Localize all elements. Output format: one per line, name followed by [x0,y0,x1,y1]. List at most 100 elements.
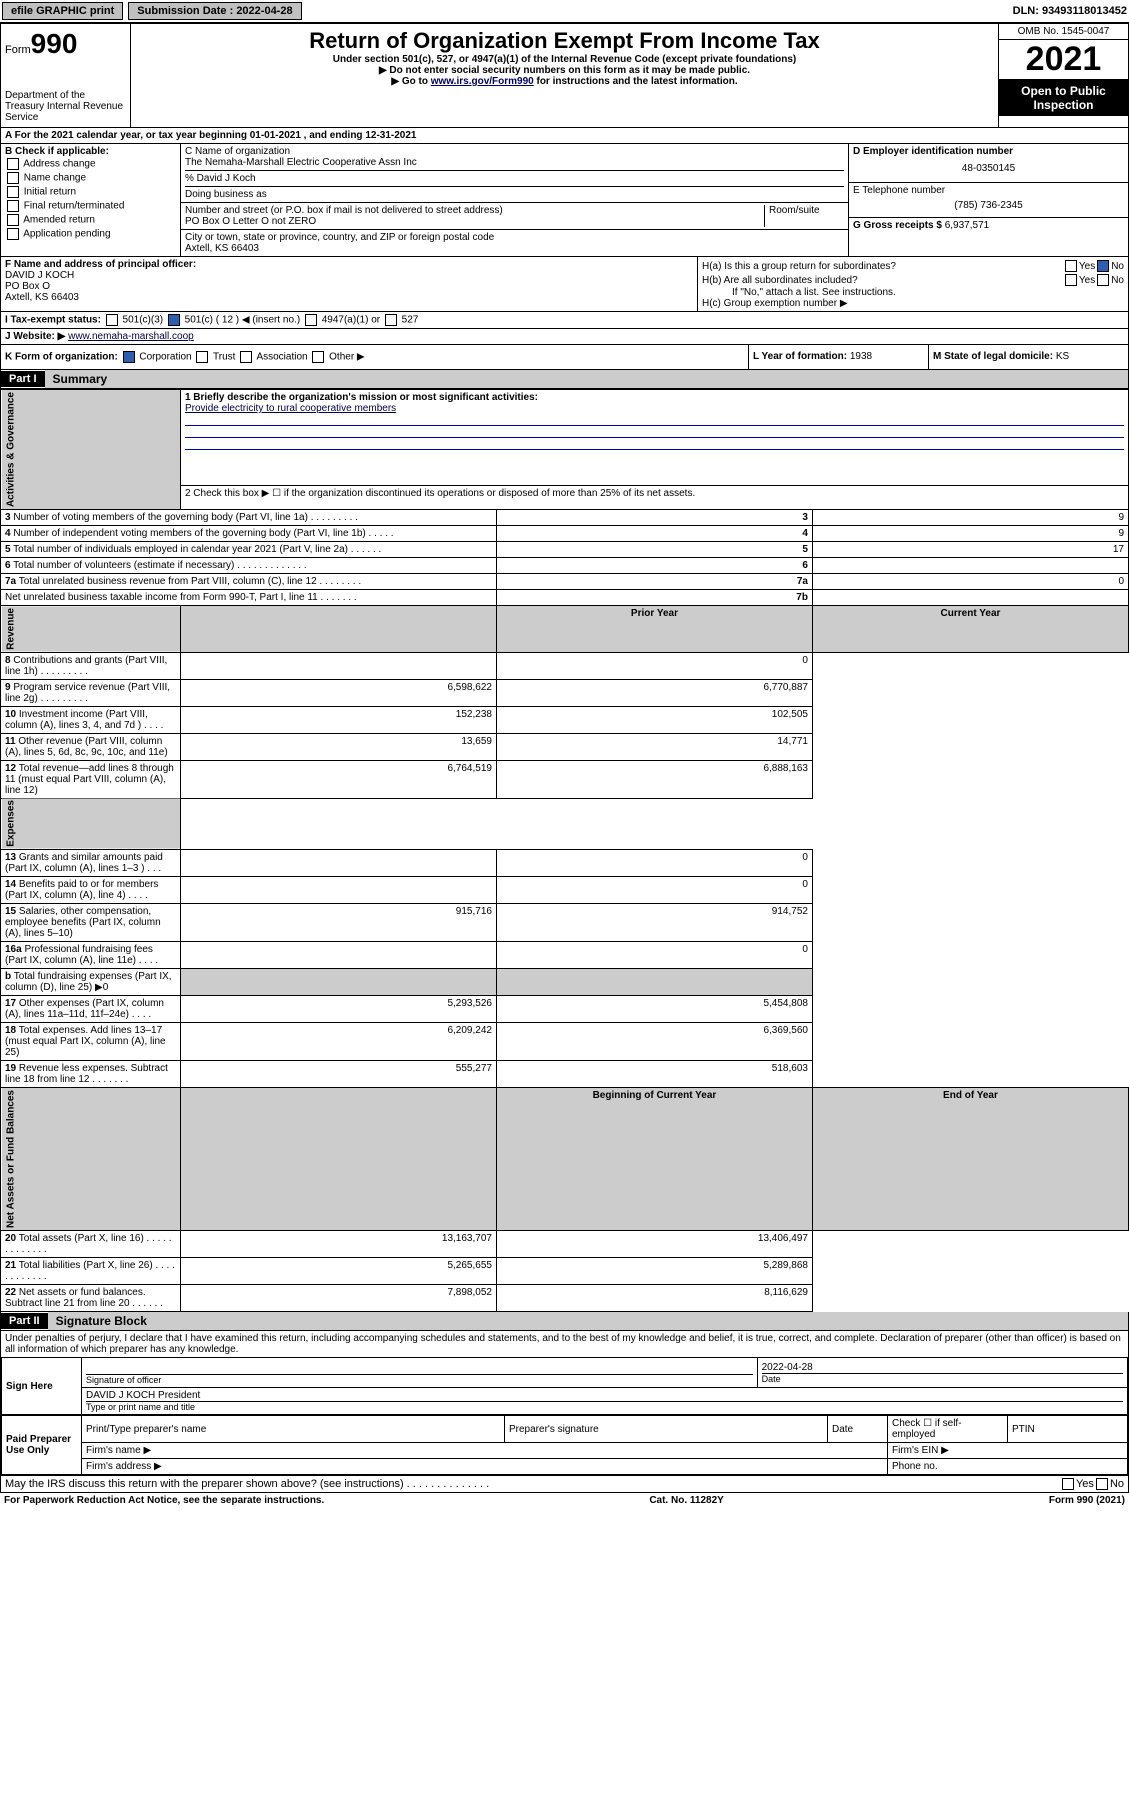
cb-4947[interactable] [305,314,317,326]
cb-application-pending[interactable]: Application pending [5,227,176,241]
form-label: Form [5,44,31,56]
irs-yes-label: Yes [1076,1478,1094,1490]
table-row: 7a Total unrelated business revenue from… [1,574,1129,590]
form-title: Return of Organization Exempt From Incom… [135,28,994,54]
opt-527: 527 [402,315,419,326]
ptin-label: PTIN [1008,1416,1128,1443]
column-h-group: H(a) Is this a group return for subordin… [698,257,1128,311]
table-row: Net unrelated business taxable income fr… [1,590,1129,606]
ha-no-checkbox[interactable] [1097,260,1109,272]
hb-label: H(b) Are all subordinates included? [702,275,1063,286]
cb-association[interactable] [240,351,252,363]
ha-no-label: No [1111,261,1124,272]
cb-name-change[interactable]: Name change [5,171,176,185]
footer-cat-no: Cat. No. 11282Y [324,1495,1049,1506]
firm-phone-label: Phone no. [888,1459,1128,1475]
header-right: OMB No. 1545-0047 2021 Open to Public In… [998,24,1128,127]
mission-text[interactable]: Provide electricity to rural cooperative… [185,403,396,414]
sig-date-value: 2022-04-28 [762,1362,1123,1373]
table-row: 12 Total revenue—add lines 8 through 11 … [1,760,1129,798]
org-name: The Nemaha-Marshall Electric Cooperative… [185,157,844,168]
type-print-label: Type or print name and title [86,1401,1123,1412]
opt-4947: 4947(a)(1) or [322,315,380,326]
irs-yes-checkbox[interactable] [1062,1478,1074,1490]
omb-number: OMB No. 1545-0047 [999,24,1128,40]
begin-year-header: Beginning of Current Year [496,1088,812,1231]
cb-final-return[interactable]: Final return/terminated [5,199,176,213]
column-b-checkboxes: B Check if applicable: Address change Na… [1,144,181,256]
cb-501c[interactable] [168,314,180,326]
part1-header-row: Part I Summary [0,370,1129,389]
cb-501c3[interactable] [106,314,118,326]
hb-yes-label: Yes [1079,275,1095,286]
form-subtitle: Under section 501(c), 527, or 4947(a)(1)… [135,54,994,65]
vtab-governance: Activities & Governance [1,390,181,510]
irs-no-label: No [1110,1478,1124,1490]
part2-badge: Part II [1,1313,48,1329]
firm-name-label: Firm's name ▶ [82,1443,888,1459]
irs-link[interactable]: www.irs.gov/Form990 [431,76,534,87]
city-label: City or town, state or province, country… [185,232,844,243]
cb-amended-return[interactable]: Amended return [5,213,176,227]
summary-table: Activities & Governance 1 Briefly descri… [0,389,1129,1312]
opt-trust: Trust [213,352,235,363]
table-row: 21 Total liabilities (Part X, line 26) .… [1,1258,1129,1285]
phone-label: E Telephone number [853,185,1124,196]
instruction-1: ▶ Do not enter social security numbers o… [135,65,994,76]
part1-badge: Part I [1,371,45,387]
signature-block: Under penalties of perjury, I declare th… [0,1331,1129,1493]
table-row: 22 Net assets or fund balances. Subtract… [1,1285,1129,1312]
org-name-label: C Name of organization [185,146,844,157]
column-f-officer: F Name and address of principal officer:… [1,257,698,311]
sig-date-label: Date [762,1373,1123,1384]
table-row: 15 Salaries, other compensation, employe… [1,904,1129,942]
vtab-netassets: Net Assets or Fund Balances [1,1088,181,1231]
q1-label: 1 Briefly describe the organization's mi… [185,392,538,403]
officer-addr: PO Box O [5,281,693,292]
table-row: 6 Total number of volunteers (estimate i… [1,558,1129,574]
state-domicile-label: M State of legal domicile: [933,351,1053,362]
prior-year-header: Prior Year [496,606,812,653]
irs-no-checkbox[interactable] [1096,1478,1108,1490]
cb-other[interactable] [312,351,324,363]
check-self-employed[interactable]: Check ☐ if self-employed [888,1416,1008,1443]
cb-trust[interactable] [196,351,208,363]
room-suite-label: Room/suite [764,205,844,227]
care-of: % David J Koch [185,170,844,184]
phone-value: (785) 736-2345 [853,196,1124,215]
cb-address-change[interactable]: Address change [5,157,176,171]
table-row: 17 Other expenses (Part IX, column (A), … [1,996,1129,1023]
officer-name: DAVID J KOCH [5,270,693,281]
q2-text: 2 Check this box ▶ ☐ if the organization… [180,485,1128,509]
officer-printed-name: DAVID J KOCH President [86,1390,1123,1401]
hb-no-checkbox[interactable] [1097,274,1109,286]
inst2-post: for instructions and the latest informat… [534,76,738,87]
website-link[interactable]: www.nemaha-marshall.coop [68,331,194,342]
prep-date-label: Date [828,1416,888,1443]
cb-initial-return[interactable]: Initial return [5,185,176,199]
hb-yes-checkbox[interactable] [1065,274,1077,286]
efile-print-button[interactable]: efile GRAPHIC print [2,2,123,20]
end-year-header: End of Year [812,1088,1128,1231]
cb-corporation[interactable] [123,351,135,363]
table-row: 20 Total assets (Part X, line 16) . . . … [1,1231,1129,1258]
opt-501c: 501(c) ( 12 ) ◀ (insert no.) [185,315,301,326]
sign-here-label: Sign Here [2,1358,82,1415]
ein-value: 48-0350145 [853,157,1124,180]
footer-left: For Paperwork Reduction Act Notice, see … [4,1495,324,1506]
submission-date-button[interactable]: Submission Date : 2022-04-28 [128,2,301,20]
ha-label: H(a) Is this a group return for subordin… [702,261,1063,272]
paid-preparer-table: Paid Preparer Use Only Print/Type prepar… [1,1415,1128,1475]
table-row: 11 Other revenue (Part VIII, column (A),… [1,733,1129,760]
form-org-label: K Form of organization: [5,352,118,363]
city-value: Axtell, KS 66403 [185,243,844,254]
year-formation-label: L Year of formation: [753,351,847,362]
ha-yes-checkbox[interactable] [1065,260,1077,272]
cb-527[interactable] [385,314,397,326]
blank-header2 [180,1088,496,1231]
website-label: J Website: ▶ [5,331,65,342]
instruction-2: ▶ Go to www.irs.gov/Form990 for instruct… [135,76,994,87]
table-row: 16a Professional fundraising fees (Part … [1,942,1129,969]
row-klm: K Form of organization: Corporation Trus… [0,345,1129,370]
table-row: 14 Benefits paid to or for members (Part… [1,877,1129,904]
